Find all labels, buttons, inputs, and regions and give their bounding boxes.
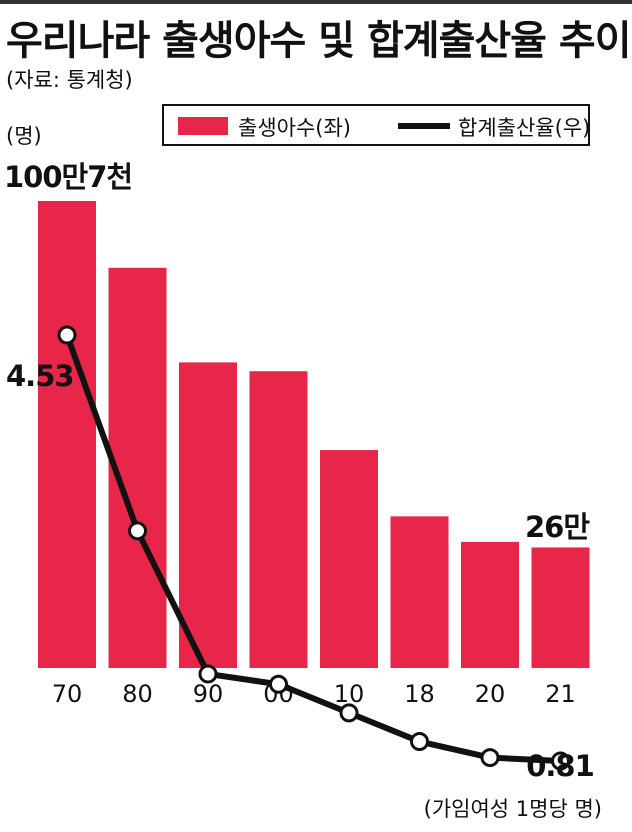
bar-80 (108, 267, 167, 668)
legend-line-swatch (398, 123, 450, 129)
x-tick-label: 80 (122, 680, 153, 708)
x-tick-label: 18 (404, 680, 435, 708)
bar-10 (320, 450, 378, 668)
fertility-point-70 (57, 325, 77, 345)
right-axis-unit-note: (가임여성 1명당 명) (423, 797, 602, 821)
top-rule (0, 0, 632, 4)
fertility-line (64, 333, 561, 764)
x-tick-label: 70 (52, 680, 83, 708)
bar-18 (390, 516, 449, 668)
fertility-point-10 (339, 703, 359, 723)
last-bar-value-label: 26만 (525, 510, 590, 544)
first-point-value-label: 4.53 (6, 359, 74, 393)
fertility-point-90 (198, 664, 218, 684)
x-tick-label: 20 (475, 680, 506, 708)
chart-title: 우리나라 출생아수 및 합계출산율 추이 (6, 18, 632, 64)
legend-births-label: 출생아수(좌) (238, 116, 351, 140)
bar-21 (531, 547, 590, 668)
left-axis-unit: (명) (6, 124, 42, 148)
source-note: (자료: 통계청) (6, 68, 133, 92)
legend-fertility-label: 합계출산율(우) (458, 116, 591, 140)
fertility-point-21 (551, 751, 570, 771)
bar-00 (249, 371, 308, 668)
fertility-point-20 (480, 748, 500, 768)
legend-bar-swatch (178, 117, 228, 135)
x-tick-label: 21 (545, 680, 576, 708)
fertility-point-00 (269, 674, 288, 694)
bar-70 (38, 201, 96, 668)
bar-20 (461, 541, 519, 668)
x-tick-label: 90 (193, 680, 224, 708)
fertility-point-80 (128, 521, 147, 541)
first-bar-value-label: 100만7천 (4, 160, 132, 194)
last-point-value-label: 0.81 (526, 749, 594, 783)
bar-90 (179, 362, 237, 668)
fertility-point-18 (410, 732, 429, 752)
x-tick-label: 10 (334, 680, 365, 708)
legend: 출생아수(좌) 합계출산율(우) (162, 104, 590, 146)
